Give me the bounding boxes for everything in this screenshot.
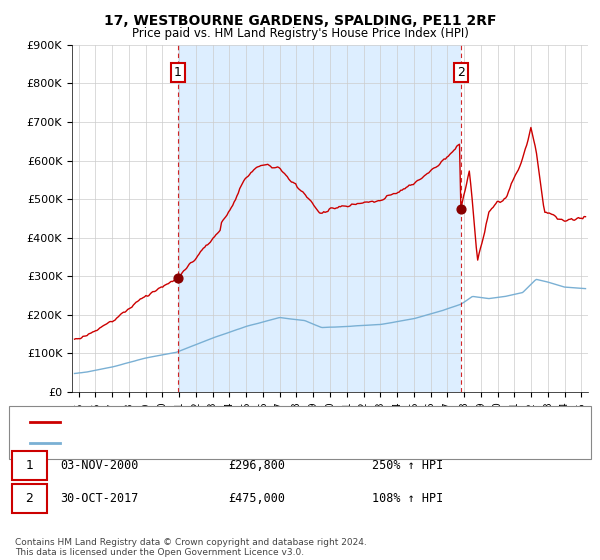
Text: HPI: Average price, detached house, South Holland: HPI: Average price, detached house, Sout… (66, 438, 332, 448)
Text: 2: 2 (25, 492, 34, 505)
Text: 03-NOV-2000: 03-NOV-2000 (60, 459, 139, 473)
Text: £475,000: £475,000 (228, 492, 285, 505)
Point (173, 273, 182, 282)
Text: 250% ↑ HPI: 250% ↑ HPI (372, 459, 443, 473)
Text: 1: 1 (25, 459, 34, 473)
Text: 108% ↑ HPI: 108% ↑ HPI (372, 492, 443, 505)
Bar (178, 45, 461, 392)
Point (457, 204, 466, 213)
Text: £296,800: £296,800 (228, 459, 285, 473)
Text: 30-OCT-2017: 30-OCT-2017 (60, 492, 139, 505)
Text: 17, WESTBOURNE GARDENS, SPALDING, PE11 2RF: 17, WESTBOURNE GARDENS, SPALDING, PE11 2… (104, 14, 496, 28)
Text: Price paid vs. HM Land Registry's House Price Index (HPI): Price paid vs. HM Land Registry's House … (131, 27, 469, 40)
Text: Contains HM Land Registry data © Crown copyright and database right 2024.
This d: Contains HM Land Registry data © Crown c… (15, 538, 367, 557)
Text: 17, WESTBOURNE GARDENS, SPALDING, PE11 2RF (detached house): 17, WESTBOURNE GARDENS, SPALDING, PE11 2… (66, 417, 423, 427)
Text: 1: 1 (174, 66, 182, 79)
Text: 2: 2 (457, 66, 465, 79)
